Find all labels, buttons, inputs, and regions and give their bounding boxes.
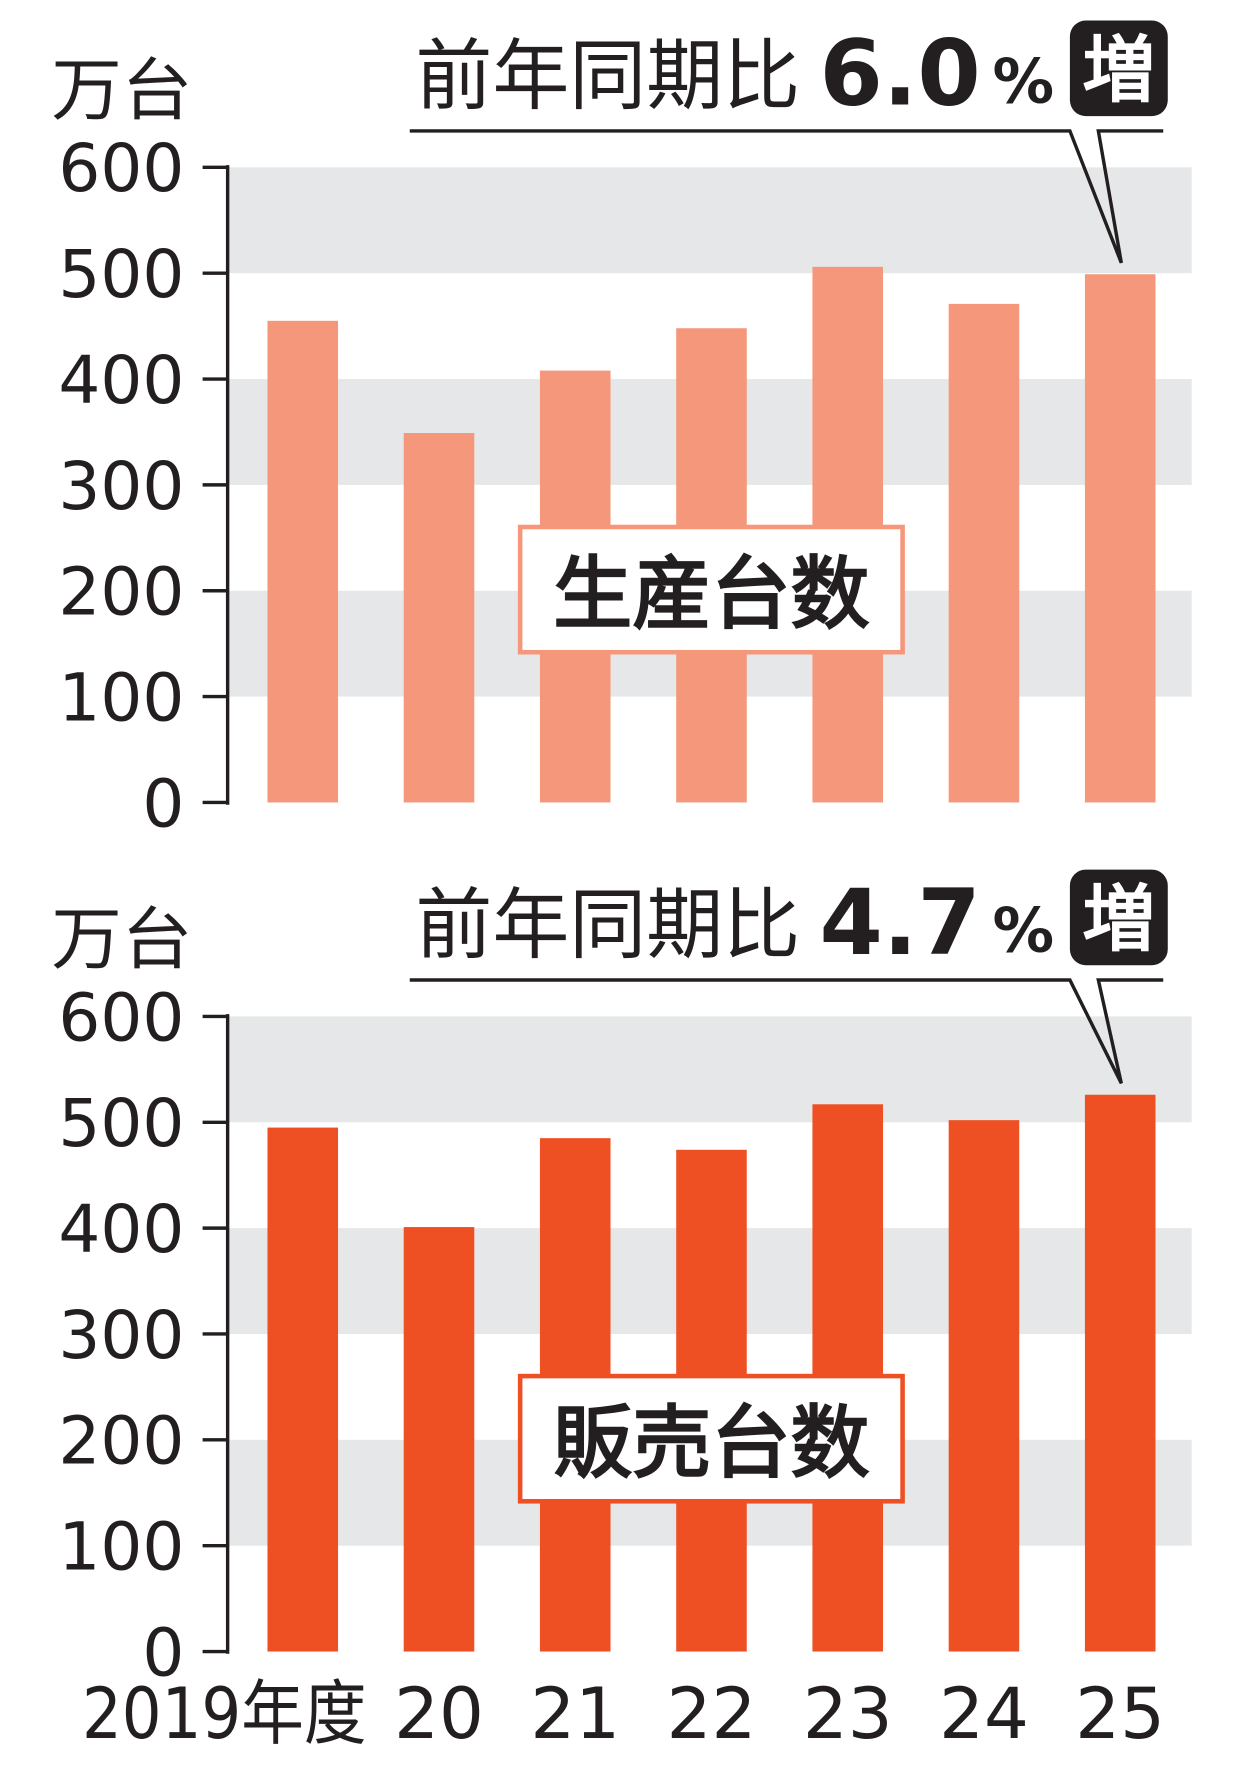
increase-badge (1069, 20, 1168, 117)
y-tick-label: 400 (58, 342, 184, 419)
increase-badge-label: 増 (1082, 878, 1155, 963)
grid-band (227, 1016, 1192, 1123)
production-bar (948, 303, 1020, 803)
x-axis-labels: 2019年度 20 21 22 23 24 25 (82, 1673, 1165, 1755)
sales-bar (403, 1227, 475, 1652)
y-tick-label: 600 (58, 979, 184, 1056)
series-label-box (517, 524, 905, 655)
callout-line (409, 129, 1164, 264)
y-axis: 0 100 200 300 400 500 600 (58, 979, 230, 1691)
increase-badge-label: 増 (1082, 29, 1155, 114)
y-tick-label: 0 (142, 765, 184, 842)
y-tick-label: 300 (58, 448, 184, 525)
y-tick-label: 400 (58, 1191, 184, 1268)
production-bar (267, 320, 339, 803)
series-label-box (517, 1373, 905, 1504)
annotation-value: 4.7 (819, 870, 980, 976)
y-tick-label: 600 (58, 130, 184, 207)
x-tick-label: 21 (530, 1673, 620, 1755)
y-tick-label: 200 (58, 1403, 184, 1480)
production-bar (403, 433, 475, 803)
y-tick-label: 100 (58, 659, 184, 736)
increase-badge (1069, 869, 1168, 966)
sales-bar (1084, 1094, 1156, 1652)
annotation-unit: % (992, 896, 1054, 967)
y-tick-label: 300 (58, 1297, 184, 1374)
annotation-unit: % (992, 46, 1054, 117)
y-tick-label: 200 (58, 554, 184, 631)
x-tick-label: 2019年度 (82, 1673, 367, 1755)
x-tick-label: 25 (1075, 1673, 1165, 1755)
annotation-value: 6.0 (819, 21, 980, 127)
sales-bar (948, 1120, 1020, 1652)
y-axis-unit-label: 万台 (51, 901, 192, 980)
x-tick-label: 22 (667, 1673, 757, 1755)
callout-line (409, 978, 1164, 1085)
grid-band (227, 167, 1192, 274)
x-tick-label: 23 (803, 1673, 893, 1755)
annotation-text: 前年同期比 (415, 881, 800, 971)
production-bar (1084, 274, 1156, 803)
annotation-text: 前年同期比 (415, 31, 800, 121)
y-tick-label: 100 (58, 1509, 184, 1586)
y-axis: 0 100 200 300 400 500 600 (58, 130, 230, 842)
y-axis-unit-label: 万台 (51, 52, 192, 131)
y-tick-label: 500 (58, 236, 184, 313)
sales-bar (267, 1127, 339, 1652)
sales-bars (267, 1094, 1156, 1652)
series-label: 生産台数 (553, 547, 870, 640)
x-tick-label: 20 (394, 1673, 484, 1755)
y-tick-label: 0 (142, 1614, 184, 1691)
x-tick-label: 24 (939, 1673, 1029, 1755)
y-tick-label: 500 (58, 1085, 184, 1162)
series-label: 販売台数 (553, 1397, 870, 1490)
